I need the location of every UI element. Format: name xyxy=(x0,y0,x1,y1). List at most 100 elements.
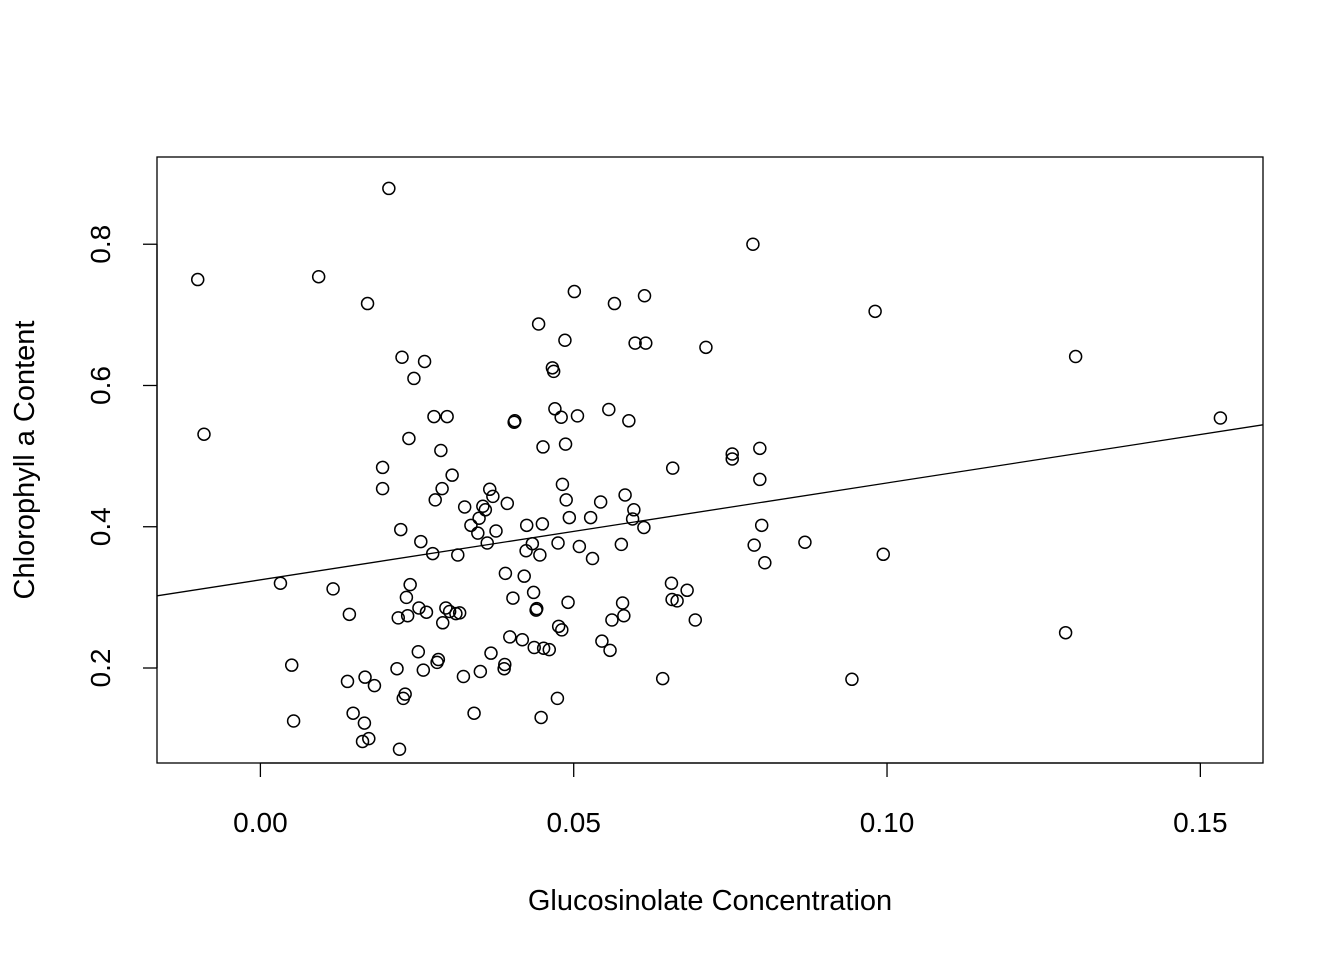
x-axis-label: Glucosinolate Concentration xyxy=(528,885,892,917)
data-point xyxy=(680,583,694,598)
data-point xyxy=(375,481,390,496)
data-point xyxy=(456,669,471,684)
data-point xyxy=(480,536,494,550)
data-point xyxy=(412,601,426,615)
data-point xyxy=(725,452,739,466)
data-point xyxy=(531,317,546,331)
data-point xyxy=(342,607,357,622)
data-point xyxy=(546,364,561,379)
data-point xyxy=(498,566,513,581)
data-point xyxy=(284,658,299,672)
data-point xyxy=(603,643,617,658)
data-point xyxy=(398,687,412,701)
data-point xyxy=(602,402,616,417)
data-point xyxy=(451,548,465,562)
data-point xyxy=(593,495,608,509)
data-point xyxy=(562,510,577,525)
y-tick-label: 0.2 xyxy=(85,649,116,688)
data-point xyxy=(517,569,531,583)
data-point xyxy=(435,481,449,496)
data-point xyxy=(394,522,408,537)
data-point xyxy=(445,468,459,482)
data-point xyxy=(555,623,569,637)
data-point xyxy=(542,642,557,657)
data-point xyxy=(561,595,575,610)
data-point xyxy=(798,535,812,550)
data-point xyxy=(457,500,472,514)
data-point xyxy=(550,691,565,706)
data-point xyxy=(526,585,541,600)
x-tick-label: 0.00 xyxy=(233,807,288,838)
data-point xyxy=(628,336,642,350)
data-point xyxy=(639,336,653,350)
data-point xyxy=(1068,349,1083,364)
data-point xyxy=(670,594,684,608)
data-point xyxy=(637,289,652,303)
data-point xyxy=(411,645,426,659)
data-point xyxy=(533,548,547,562)
data-point xyxy=(367,678,382,693)
data-point xyxy=(190,272,205,287)
data-point xyxy=(595,634,609,648)
data-point xyxy=(273,576,288,590)
data-point xyxy=(558,333,572,348)
data-point xyxy=(489,524,503,538)
data-point xyxy=(688,613,703,627)
data-point xyxy=(464,518,478,533)
data-point xyxy=(478,503,493,517)
data-point xyxy=(360,296,375,311)
data-point xyxy=(439,601,453,615)
data-point xyxy=(392,742,407,756)
data-point xyxy=(419,605,434,619)
data-point xyxy=(551,619,566,634)
data-point xyxy=(435,616,450,630)
data-point xyxy=(845,672,859,687)
data-point xyxy=(400,608,415,623)
data-point xyxy=(572,539,587,554)
y-tick-label: 0.8 xyxy=(85,225,116,264)
y-tick-label: 0.4 xyxy=(85,507,116,546)
data-point xyxy=(416,663,431,677)
data-point xyxy=(567,284,582,299)
data-point xyxy=(534,710,548,725)
data-point xyxy=(615,596,630,610)
data-point xyxy=(506,591,520,605)
x-axis: 0.00 0.05 0.10 0.15 xyxy=(233,762,1228,838)
data-point xyxy=(417,354,432,369)
data-point xyxy=(551,536,565,550)
data-point xyxy=(536,641,551,655)
data-point xyxy=(414,534,428,549)
data-point xyxy=(497,661,511,676)
y-axis-label: Chlorophyll a Content xyxy=(9,321,41,600)
data-point xyxy=(627,503,641,517)
data-point xyxy=(515,633,530,647)
data-point xyxy=(555,477,570,492)
data-points xyxy=(190,181,1228,756)
data-point xyxy=(452,606,467,620)
data-point xyxy=(375,460,390,475)
data-point xyxy=(358,670,372,684)
data-point xyxy=(753,441,767,456)
data-point xyxy=(519,544,533,558)
data-point xyxy=(558,437,573,451)
data-point xyxy=(607,296,622,311)
data-point xyxy=(536,440,550,454)
data-point xyxy=(503,630,517,644)
data-point xyxy=(403,577,417,592)
data-point xyxy=(585,551,600,566)
data-point xyxy=(467,706,481,720)
data-point xyxy=(583,510,598,525)
data-point xyxy=(311,269,326,284)
plot-frame xyxy=(156,156,1264,764)
data-point xyxy=(476,499,490,514)
data-point xyxy=(758,556,772,570)
y-tick-label: 0.6 xyxy=(85,366,116,405)
data-point xyxy=(876,547,891,562)
data-point xyxy=(746,237,760,251)
data-point xyxy=(614,537,629,552)
data-point xyxy=(346,706,360,720)
data-point xyxy=(554,410,568,425)
data-point xyxy=(326,582,340,596)
data-point xyxy=(498,657,512,672)
